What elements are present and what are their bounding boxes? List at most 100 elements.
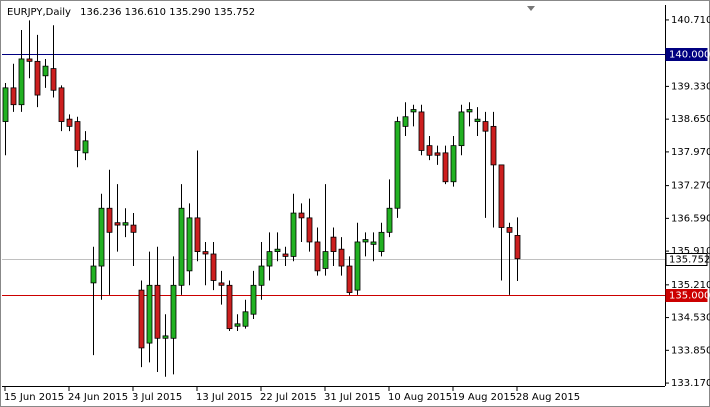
x-tick-label: 19 Aug 2015 <box>452 392 516 403</box>
candle-body <box>210 253 217 281</box>
candle-body <box>154 284 161 339</box>
candle-body <box>258 265 265 286</box>
candle-body <box>410 109 417 113</box>
candle-body <box>370 241 377 245</box>
y-tick-label: 137.270 <box>671 181 710 192</box>
candle-body <box>378 231 385 252</box>
candle-body <box>146 284 153 344</box>
y-tick-label: 140.710 <box>671 15 710 26</box>
x-tick-label: 28 Aug 2015 <box>516 392 580 403</box>
candle-body <box>434 152 441 156</box>
candle-body <box>162 335 169 339</box>
candle-body <box>426 145 433 156</box>
candle-body <box>138 289 145 349</box>
candle-body <box>66 118 73 127</box>
ohlc-low: 135.290 <box>169 7 210 18</box>
candle-body <box>178 207 185 286</box>
level-label-box <box>665 253 708 266</box>
candle-body <box>274 248 281 252</box>
x-tick-label: 15 Jun 2015 <box>4 392 64 403</box>
x-tick-label: 31 Jul 2015 <box>324 392 381 403</box>
level-label-box <box>665 48 708 61</box>
candle-body <box>498 164 505 228</box>
candle-body <box>290 212 297 257</box>
candle-body <box>474 118 481 122</box>
candle-body <box>74 121 81 151</box>
candle-body <box>90 265 97 284</box>
candle-body <box>514 235 521 260</box>
ohlc-open: 136.236 <box>80 7 121 18</box>
candle-body <box>346 265 353 293</box>
candle-body <box>354 241 361 291</box>
candle-body <box>298 212 305 219</box>
candle-body <box>338 248 345 267</box>
y-tick-label: 135.910 <box>671 246 710 257</box>
candle-body <box>330 236 337 252</box>
candle-body <box>58 87 65 122</box>
candle-body <box>418 111 425 151</box>
chart-header: EURJPY,Daily 136.236 136.610 135.290 135… <box>7 7 255 18</box>
level-label: 135.752 <box>669 255 710 266</box>
candle-body <box>130 224 137 233</box>
x-tick-label: 13 Jul 2015 <box>196 392 253 403</box>
candle-body <box>314 241 321 272</box>
candle-body <box>218 282 225 286</box>
candle-body <box>226 284 233 330</box>
candle-body <box>442 152 449 183</box>
candle-body <box>10 87 17 106</box>
candle-body <box>386 207 393 233</box>
candle-body <box>482 121 489 132</box>
y-tick-label: 138.650 <box>671 114 710 125</box>
candle-body <box>282 253 289 257</box>
candle-body <box>194 217 201 252</box>
level-label: 135.000 <box>669 291 710 302</box>
level-label-box <box>665 289 708 302</box>
candle-body <box>234 323 241 327</box>
y-tick-label: 133.170 <box>671 378 710 389</box>
candle-body <box>98 207 105 267</box>
candle-body <box>266 251 273 267</box>
shift-marker <box>527 6 535 11</box>
x-tick-label: 3 Jul 2015 <box>132 392 182 403</box>
candle-body <box>34 60 41 96</box>
candle-body <box>458 111 465 147</box>
y-tick-label: 133.850 <box>671 345 710 356</box>
chart-title: EURJPY,Daily <box>7 7 71 18</box>
candle-body <box>18 58 25 106</box>
candle-body <box>106 207 113 233</box>
y-tick-label: 135.210 <box>671 280 710 291</box>
candle-body <box>490 125 497 166</box>
candle-body <box>394 121 401 209</box>
level-label: 140.000 <box>669 50 710 61</box>
candle-body <box>362 239 369 243</box>
candle-body <box>82 140 89 154</box>
candle-body <box>186 217 193 272</box>
candle-body <box>202 251 209 255</box>
ohlc-close: 135.752 <box>214 7 255 18</box>
candle-body <box>250 284 257 315</box>
y-tick-label: 139.330 <box>671 81 710 92</box>
candle-body <box>506 227 513 233</box>
candle-body <box>50 68 57 91</box>
candle-body <box>2 87 9 122</box>
candle-body <box>402 116 409 127</box>
y-tick-label: 134.530 <box>671 313 710 324</box>
x-tick-label: 10 Aug 2015 <box>388 392 452 403</box>
y-tick-label: 136.590 <box>671 213 710 224</box>
candle-body <box>114 222 121 226</box>
candle-body <box>42 65 49 77</box>
candle-body <box>466 109 473 113</box>
ohlc-high: 136.610 <box>125 7 166 18</box>
candle-body <box>306 217 313 243</box>
x-tick-label: 22 Jul 2015 <box>260 392 317 403</box>
candle-body <box>26 58 33 62</box>
y-tick-label: 137.970 <box>671 147 710 158</box>
x-tick-label: 24 Jun 2015 <box>68 392 128 403</box>
candle-body <box>122 222 129 226</box>
candle-body <box>170 284 177 339</box>
candle-body <box>322 251 329 269</box>
candle-body <box>242 311 249 327</box>
candle-body <box>450 145 457 183</box>
